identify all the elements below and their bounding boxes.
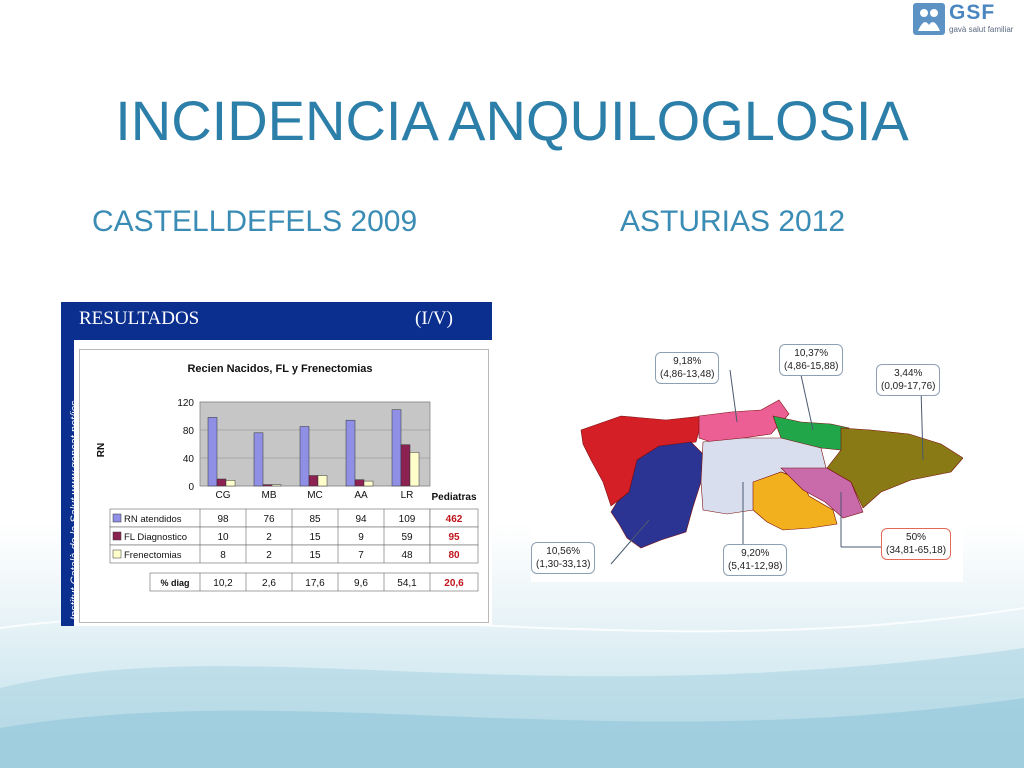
table-cell: 9 [358, 532, 364, 543]
table-cell: 7 [358, 550, 364, 561]
pct-row [149, 572, 479, 592]
gsf-logo: GSF gavà salut familiar [913, 1, 1021, 37]
pct-value: 2,6 [262, 578, 276, 589]
results-title: RESULTADOS [79, 308, 200, 329]
totals-value: 80 [448, 550, 460, 561]
table-cell: 2 [266, 550, 272, 561]
y-axis-label: RN [96, 443, 107, 457]
pct-value: 54,1 [397, 578, 417, 589]
logo-tagline: gavà salut familiar [949, 25, 1014, 34]
asturias-map: 9,18% (4,86-13,48) 10,37% (4,86-15,88) 3… [531, 342, 963, 582]
callout-center-pct: 9,20% [741, 548, 770, 559]
y-tick-label: 0 [188, 482, 194, 493]
x-tick-label: AA [354, 490, 368, 501]
y-tick-label: 40 [183, 454, 195, 465]
map-graphic [580, 369, 963, 565]
callout-northwest-pct: 9,18% [673, 356, 702, 367]
table-cell: 48 [401, 550, 413, 561]
totals-header: Pediatras [431, 492, 476, 503]
callout-southeast: 50% (34,81-65,18) [881, 528, 952, 560]
callout-north: 10,37% (4,86-15,88) [779, 344, 844, 376]
callout-northwest: 9,18% (4,86-13,48) [655, 352, 720, 384]
callout-west: 10,56% (1,30-33,13) [531, 542, 596, 574]
callout-east-pct: 3,44% [894, 368, 923, 379]
bar-MC-3 [317, 475, 328, 487]
bar-LR-2 [400, 444, 411, 487]
logo-name: GSF [949, 1, 996, 24]
callout-north-pct: 10,37% [794, 348, 829, 359]
chart-title: Recien Nacidos, FL y Frenectomias [187, 363, 372, 375]
table-cell: 15 [309, 532, 321, 543]
bar-CG-3 [225, 480, 236, 487]
region-southwest [610, 441, 704, 549]
table-cell: 94 [355, 514, 367, 525]
plot-background [199, 401, 431, 487]
table-cell: 98 [217, 514, 229, 525]
callout-east: 3,44% (0,09-17,76) [876, 364, 941, 396]
pct-label: % diag [160, 578, 189, 588]
x-tick-label: CG [216, 490, 231, 501]
bar-CG-1 [207, 417, 218, 487]
callout-southeast-ci: (34,81-65,18) [886, 545, 947, 556]
callout-center-ci: (5,41-12,98) [728, 561, 783, 572]
table-cell: 8 [220, 550, 226, 561]
pct-value: 10,2 [213, 578, 233, 589]
table-cell: 15 [309, 550, 321, 561]
family-logo-icon [913, 3, 945, 35]
callout-west-pct: 10,56% [546, 546, 581, 557]
totals-value: 95 [448, 532, 460, 543]
legend-swatch [112, 531, 122, 541]
chart-area: Recien Nacidos, FL y Frenectomias RN 0 40… [79, 349, 489, 623]
bar-MB-2 [262, 484, 273, 487]
x-tick-label: LR [401, 490, 414, 501]
legend-label: RN atendidos [124, 514, 182, 525]
callout-north-ci: (4,86-15,88) [784, 361, 839, 372]
callout-west-ci: (1,30-33,13) [536, 559, 591, 570]
callout-northwest-ci: (4,86-13,48) [660, 369, 715, 380]
x-tick-label: MB [262, 490, 277, 501]
bar-MC-2 [308, 475, 319, 487]
y-tick-label: 120 [177, 398, 194, 409]
legend-swatch [112, 549, 122, 559]
callout-east-ci: (0,09-17,76) [881, 381, 936, 392]
totals-value: 462 [446, 514, 463, 525]
legend-label: Frenectomias [124, 550, 182, 561]
slide-title: INCIDENCIA ANQUILOGLOSIA [115, 89, 909, 152]
bar-MC-1 [299, 426, 310, 487]
callout-southeast-pct: 50% [906, 532, 927, 543]
bar-MB-3 [271, 484, 282, 487]
table-cell: 2 [266, 532, 272, 543]
results-page: (I/V) [415, 308, 453, 329]
left-subtitle: CASTELLDEFELS 2009 [92, 205, 418, 238]
pct-total: 20,6 [444, 578, 464, 589]
bar-AA-1 [345, 419, 356, 487]
table-cell: 109 [399, 514, 416, 525]
results-panel: RESULTADOS (I/V) Institut Català de la S… [61, 302, 492, 626]
bar-LR-1 [391, 409, 402, 487]
bar-LR-3 [409, 452, 420, 487]
pct-value: 9,6 [354, 578, 368, 589]
legend-swatch [112, 513, 122, 523]
results-side-bar: Institut Català de la Salut www.gencat.n… [61, 340, 81, 626]
right-subtitle: ASTURIAS 2012 [620, 205, 846, 238]
bar-AA-2 [354, 479, 365, 487]
table-cell: 10 [217, 532, 229, 543]
table-cell: 59 [401, 532, 413, 543]
pct-value: 17,6 [305, 578, 325, 589]
y-tick-label: 80 [183, 426, 195, 437]
callout-center: 9,20% (5,41-12,98) [723, 544, 788, 576]
x-tick-label: MC [307, 490, 323, 501]
table-cell: 76 [263, 514, 275, 525]
background-wave [0, 607, 1024, 768]
bar-chart: Recien Nacidos, FL y Frenectomias RN 0 40… [96, 363, 479, 592]
results-header: RESULTADOS (I/V) [61, 302, 492, 340]
region-east [826, 427, 963, 509]
bar-MB-1 [253, 432, 264, 487]
table-cell: 85 [309, 514, 321, 525]
bar-CG-2 [216, 478, 227, 487]
bar-AA-3 [363, 480, 374, 487]
legend-label: FL Diagnostico [124, 532, 187, 543]
totals-cell [429, 544, 479, 564]
